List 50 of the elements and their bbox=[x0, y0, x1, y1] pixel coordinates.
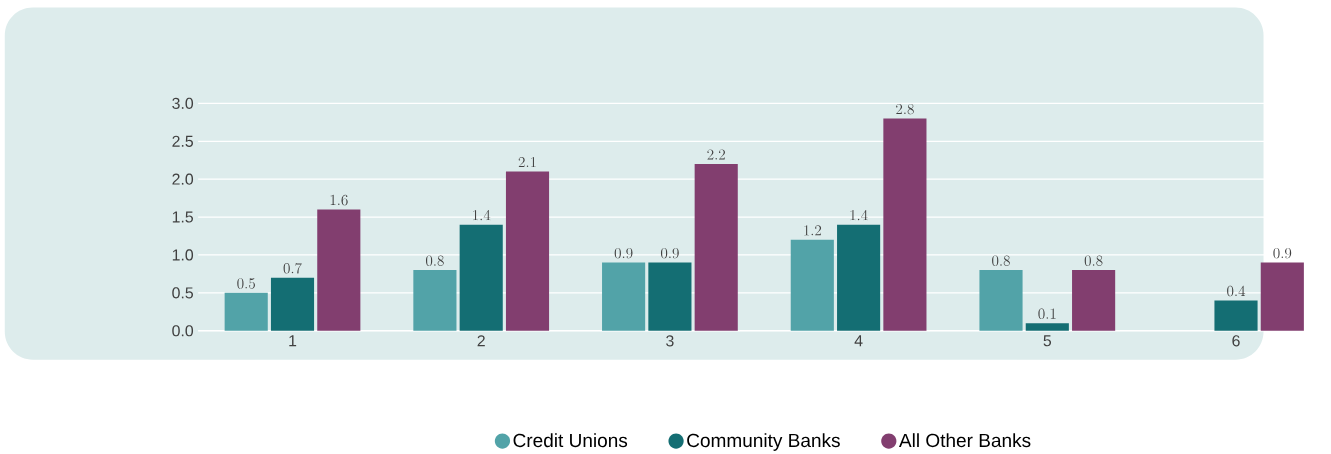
bar bbox=[270, 277, 315, 331]
bar bbox=[1025, 323, 1069, 331]
bar bbox=[837, 224, 881, 331]
data-label: 0. 1 bbox=[1038, 308, 1056, 320]
data-label: 1 .2 bbox=[804, 225, 822, 236]
data-label: 1 .4 bbox=[473, 209, 491, 221]
bar bbox=[979, 270, 1023, 331]
bar bbox=[602, 262, 646, 331]
data-label: 0.8 bbox=[426, 255, 444, 266]
bar bbox=[1260, 262, 1304, 331]
x-tick-label: 6 bbox=[1232, 335, 1240, 347]
y-tick-label: 0.0 bbox=[172, 325, 194, 337]
data-label: 0.8 bbox=[992, 255, 1010, 266]
data-label: 0.9 bbox=[661, 247, 679, 259]
data-label: 2.2 bbox=[707, 149, 725, 160]
bar bbox=[413, 270, 457, 331]
bar bbox=[883, 118, 927, 331]
data-label: 0.9 bbox=[614, 247, 633, 259]
bar bbox=[648, 262, 692, 331]
data-label: 0.4 bbox=[1227, 285, 1246, 297]
data-label: 1 .4 bbox=[850, 209, 868, 221]
y-tick-label: 2.5 bbox=[172, 135, 194, 147]
bar bbox=[317, 209, 361, 331]
x-tick-label: 3 bbox=[666, 335, 674, 347]
x-tick-label: 4 bbox=[854, 335, 863, 347]
y-tick-label: 1.0 bbox=[172, 249, 194, 261]
legend-label: All Other Banks bbox=[899, 433, 1031, 448]
bar bbox=[505, 171, 550, 331]
y-tick-label: 1.5 bbox=[172, 211, 194, 223]
data-label: 0.9 bbox=[1273, 247, 1292, 259]
bar bbox=[224, 292, 268, 331]
x-tick-label: 5 bbox=[1043, 335, 1052, 347]
data-label: 0.5 bbox=[237, 278, 255, 289]
bar bbox=[694, 164, 738, 331]
bar bbox=[790, 239, 834, 331]
x-tick-label: 2 bbox=[477, 335, 485, 347]
bar bbox=[459, 224, 503, 331]
data-label: 1 .6 bbox=[330, 194, 348, 206]
x-tick-label: 1 bbox=[289, 335, 297, 347]
bar bbox=[1072, 270, 1116, 331]
data-label: 0.7 bbox=[283, 262, 302, 274]
legend-label: Credit Unions bbox=[513, 433, 628, 448]
y-tick-label: 3.0 bbox=[172, 97, 194, 109]
data-label: 2. 1 bbox=[518, 156, 536, 168]
bar bbox=[1214, 300, 1258, 331]
legend-label: Community Banks bbox=[687, 433, 840, 451]
data-label: 2.8 bbox=[896, 103, 914, 115]
y-tick-label: 0.5 bbox=[172, 287, 194, 299]
data-label: 0.8 bbox=[1084, 255, 1103, 266]
y-tick-label: 2.0 bbox=[172, 173, 194, 185]
